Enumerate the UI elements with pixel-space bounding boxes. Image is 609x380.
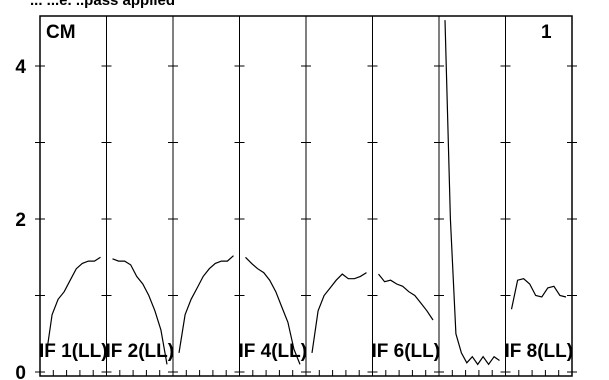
panel-label: IF 1(LL) bbox=[39, 341, 108, 362]
panel-dividers bbox=[106, 16, 506, 376]
series-line bbox=[245, 256, 301, 365]
corner-label-right: 1 bbox=[541, 22, 552, 43]
plot-frame bbox=[39, 15, 573, 377]
series-line bbox=[378, 273, 434, 321]
series-lines bbox=[45, 20, 567, 366]
series-line bbox=[311, 272, 367, 353]
header-text: ... ...e. ..pass applied bbox=[30, 0, 175, 9]
series-line bbox=[444, 20, 500, 366]
series-line bbox=[510, 278, 567, 310]
y-tick-labels: 0 2 4 bbox=[15, 57, 26, 380]
y-tick-label: 0 bbox=[15, 363, 26, 380]
y-tick-label: 2 bbox=[15, 210, 26, 231]
panel-label: IF 4(LL) bbox=[238, 341, 307, 362]
panel-label: IF 2(LL) bbox=[105, 341, 174, 362]
panel-labels: IF 1(LL)IF 2(LL) IF 4(LL) IF 6(LL) IF 8(LL) bbox=[39, 341, 573, 362]
series-line bbox=[45, 256, 101, 357]
panel-label: IF 8(LL) bbox=[504, 341, 573, 362]
series-line bbox=[112, 258, 168, 365]
corner-label-left: CM bbox=[46, 22, 76, 43]
panel-label: IF 6(LL) bbox=[371, 341, 440, 362]
tick-marks bbox=[35, 65, 577, 376]
series-line bbox=[178, 255, 234, 353]
y-tick-label: 4 bbox=[15, 57, 26, 78]
